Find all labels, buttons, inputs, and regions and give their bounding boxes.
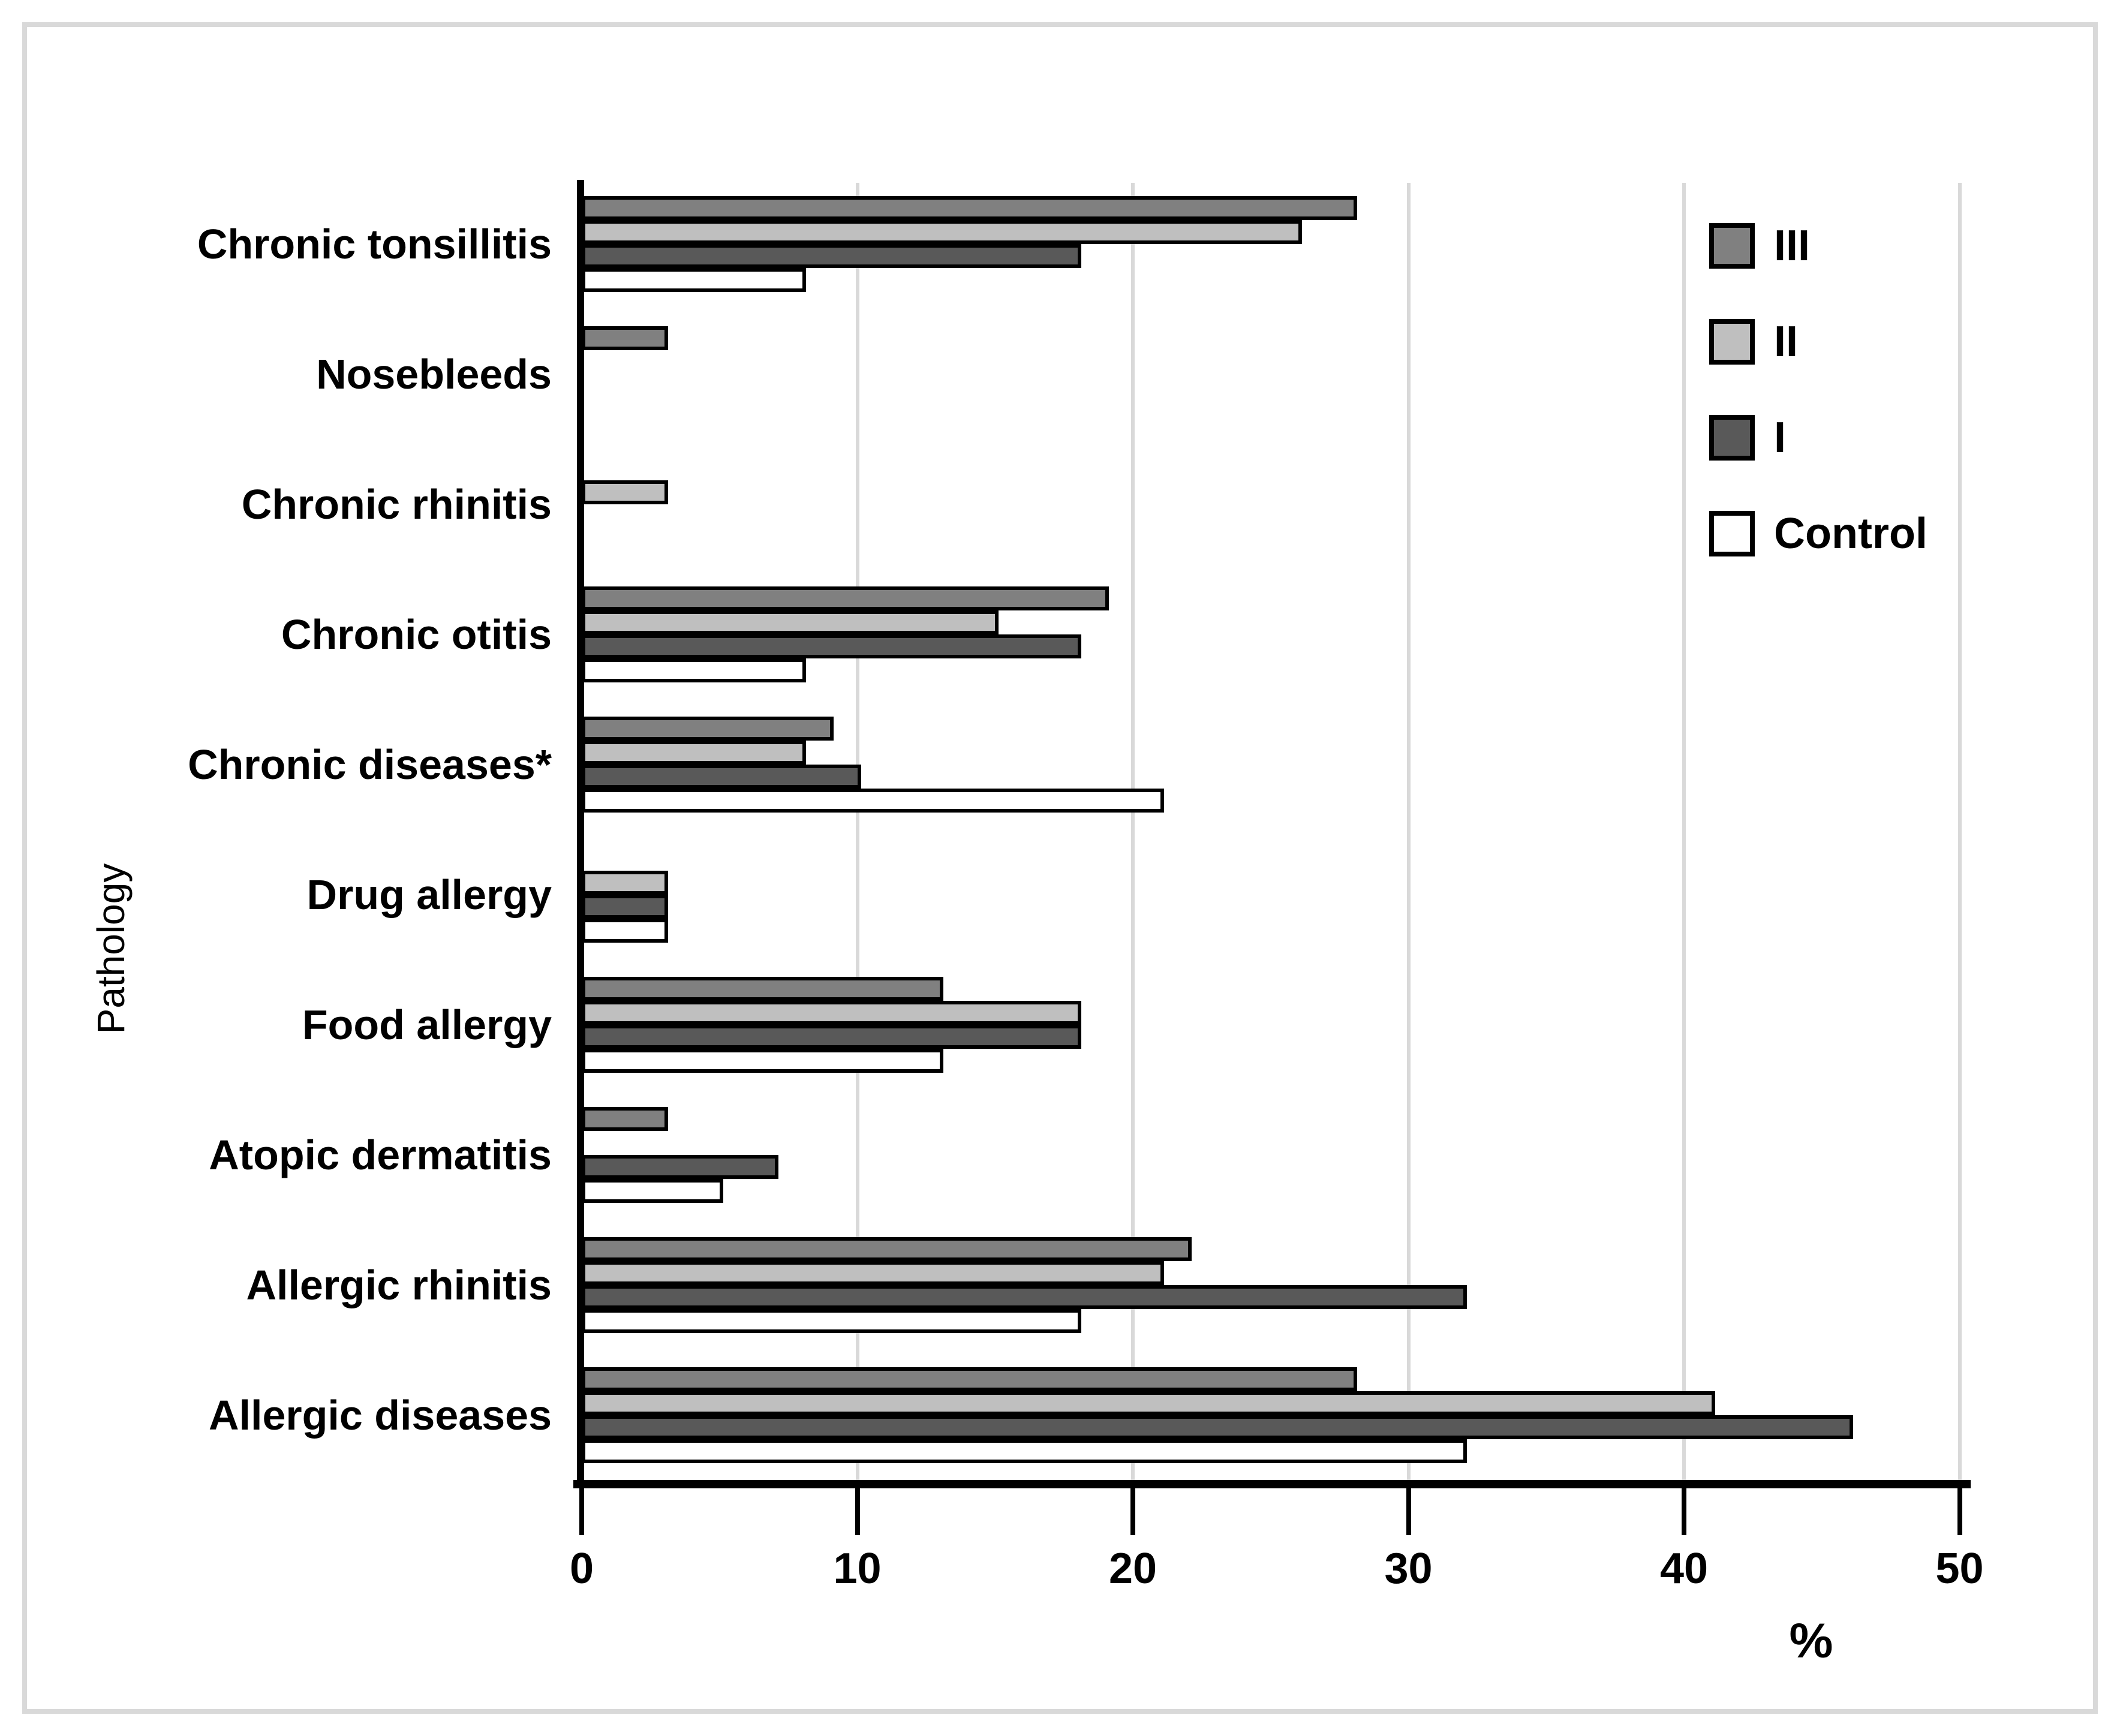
x-tick-40: [1682, 1486, 1686, 1535]
bar-control-allergic-diseases: [582, 1439, 1467, 1463]
gridline-40: [1682, 183, 1686, 1484]
category-label: Chronic tonsillitis: [197, 221, 552, 267]
bar-i-chronic-otitis: [582, 634, 1081, 658]
bar-iii-nosebleeds: [582, 326, 668, 350]
bar-iii-food-allergy: [582, 977, 943, 1001]
bar-iii-chronic-otitis: [582, 586, 1109, 610]
legend-item-i: I: [1709, 414, 1927, 462]
x-axis-line: [573, 1480, 1971, 1488]
bar-control-atopic-dermatitis: [582, 1179, 723, 1203]
plot-area: [582, 183, 2117, 1484]
legend-label: I: [1774, 414, 1787, 462]
bar-i-chronic-diseases: [582, 765, 861, 789]
bar-iii-atopic-dermatitis: [582, 1107, 668, 1131]
gridline-10: [855, 183, 859, 1484]
bar-iii-allergic-rhinitis: [582, 1237, 1192, 1261]
legend-label: III: [1774, 222, 1811, 270]
bar-control-chronic-otitis: [582, 658, 806, 682]
bar-i-chronic-tonsillitis: [582, 244, 1081, 268]
category-label: Allergic rhinitis: [246, 1262, 552, 1308]
bar-iii-allergic-diseases: [582, 1367, 1357, 1391]
bar-ii-chronic-diseases: [582, 741, 806, 765]
bar-control-drug-allergy: [582, 919, 668, 943]
bar-control-allergic-rhinitis: [582, 1309, 1081, 1333]
legend-swatch-ii: [1709, 319, 1755, 365]
legend-swatch-iii: [1709, 223, 1755, 269]
x-tick-label-30: 30: [1384, 1545, 1433, 1593]
legend-swatch-i: [1709, 415, 1755, 461]
gridline-50: [1957, 183, 1962, 1484]
gridline-30: [1406, 183, 1411, 1484]
category-label: Drug allergy: [306, 871, 552, 918]
legend-item-iii: III: [1709, 222, 1927, 270]
category-label: Atopic dermatitis: [209, 1132, 552, 1178]
bar-ii-food-allergy: [582, 1001, 1081, 1025]
bar-control-chronic-diseases: [582, 789, 1164, 813]
x-tick-label-0: 0: [569, 1545, 594, 1593]
bar-control-food-allergy: [582, 1049, 943, 1073]
bar-i-drug-allergy: [582, 895, 668, 919]
legend-label: II: [1774, 318, 1799, 366]
x-tick-label-50: 50: [1935, 1545, 1984, 1593]
bar-i-allergic-diseases: [582, 1415, 1853, 1439]
x-tick-label-20: 20: [1108, 1545, 1157, 1593]
x-axis-title: %: [1789, 1614, 1833, 1668]
bar-iii-chronic-diseases: [582, 717, 834, 741]
bar-ii-allergic-diseases: [582, 1391, 1715, 1415]
bar-ii-chronic-otitis: [582, 610, 999, 634]
category-label: Chronic rhinitis: [241, 481, 552, 528]
bar-control-chronic-tonsillitis: [582, 268, 806, 292]
x-tick-0: [579, 1486, 584, 1535]
category-label: Nosebleeds: [316, 351, 552, 398]
bar-ii-drug-allergy: [582, 871, 668, 895]
x-tick-20: [1130, 1486, 1135, 1535]
x-tick-30: [1406, 1486, 1411, 1535]
bar-i-allergic-rhinitis: [582, 1285, 1467, 1309]
bar-iii-chronic-tonsillitis: [582, 196, 1357, 220]
category-label: Food allergy: [302, 1001, 552, 1048]
legend-item-control: Control: [1709, 510, 1927, 558]
bar-ii-chronic-rhinitis: [582, 480, 668, 504]
legend-swatch-control: [1709, 511, 1755, 556]
x-tick-50: [1957, 1486, 1962, 1535]
bar-ii-allergic-rhinitis: [582, 1261, 1164, 1285]
legend-item-ii: II: [1709, 318, 1927, 366]
category-label: Chronic otitis: [281, 611, 552, 658]
bar-i-atopic-dermatitis: [582, 1155, 778, 1179]
legend: III II I Control: [1709, 222, 1927, 606]
category-label: Chronic diseases*: [188, 741, 552, 788]
category-label: Allergic diseases: [209, 1392, 552, 1439]
x-tick-10: [855, 1486, 860, 1535]
bar-i-food-allergy: [582, 1025, 1081, 1049]
x-tick-label-40: 40: [1659, 1545, 1709, 1593]
figure-border: [22, 22, 2098, 1714]
gridline-20: [1131, 183, 1135, 1484]
y-axis-line: [577, 180, 584, 1488]
legend-label: Control: [1774, 510, 1927, 558]
bar-ii-chronic-tonsillitis: [582, 220, 1302, 244]
x-tick-label-10: 10: [833, 1545, 882, 1593]
